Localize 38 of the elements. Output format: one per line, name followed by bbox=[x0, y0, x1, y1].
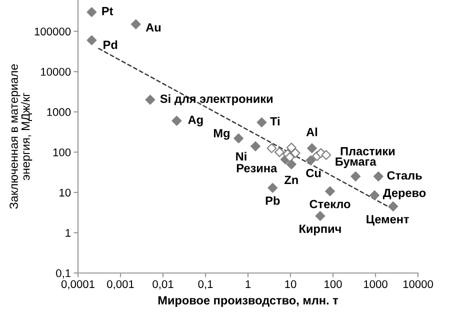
annotation: Si для электроники bbox=[160, 94, 272, 106]
x-tick-label: 0,0001 bbox=[61, 280, 94, 290]
annotation: Pb bbox=[266, 196, 280, 205]
annotation: Zn bbox=[284, 176, 298, 184]
x-tick-label: 1 bbox=[246, 280, 251, 288]
annotation: Бумага bbox=[336, 158, 376, 168]
annotation: Ag bbox=[188, 116, 203, 126]
y-tick-label: 100 bbox=[53, 148, 71, 156]
annotation: Резина bbox=[236, 164, 278, 172]
y-tick-label: 100000 bbox=[34, 28, 71, 36]
annotation: Ni bbox=[236, 152, 246, 160]
y-tick-label: 10000 bbox=[41, 68, 71, 76]
x-tick-label: 0,01 bbox=[152, 280, 174, 290]
annotation: Сталь bbox=[387, 171, 422, 180]
annotation: Au bbox=[146, 23, 161, 32]
annotation: Стекло bbox=[310, 200, 350, 208]
annotation: Цемент bbox=[366, 215, 409, 226]
y-tick-label: 1 bbox=[66, 229, 71, 237]
y-tick-label: 10 bbox=[60, 188, 71, 197]
x-tick-label: 0,001 bbox=[107, 280, 134, 290]
annotation: Пластики bbox=[340, 147, 395, 156]
annotation: Дерево bbox=[382, 188, 426, 200]
x-tick-label: 1000 bbox=[364, 280, 388, 288]
annotation: Cu bbox=[306, 168, 321, 178]
annotation: Pd bbox=[104, 40, 118, 49]
annotation: Ti bbox=[270, 116, 280, 126]
x-tick-label: 100 bbox=[324, 280, 342, 288]
y-tick-label: 0,1 bbox=[56, 269, 71, 278]
x-tick-label: 10 bbox=[285, 280, 296, 288]
x-tick-label: 0,1 bbox=[198, 280, 213, 290]
y-axis-title: Заключенная в материале энергия, МДж/кг bbox=[10, 64, 32, 209]
y-tick-label: 1000 bbox=[47, 108, 71, 116]
annotation: Pt bbox=[102, 7, 114, 16]
x-axis-title: Мировое производство, млн. т bbox=[158, 296, 338, 307]
x-tick-label: 10000 bbox=[403, 280, 434, 288]
annotation: Al bbox=[306, 128, 318, 136]
annotation: Mg bbox=[214, 129, 230, 140]
annotation: Кирпич bbox=[300, 224, 341, 236]
